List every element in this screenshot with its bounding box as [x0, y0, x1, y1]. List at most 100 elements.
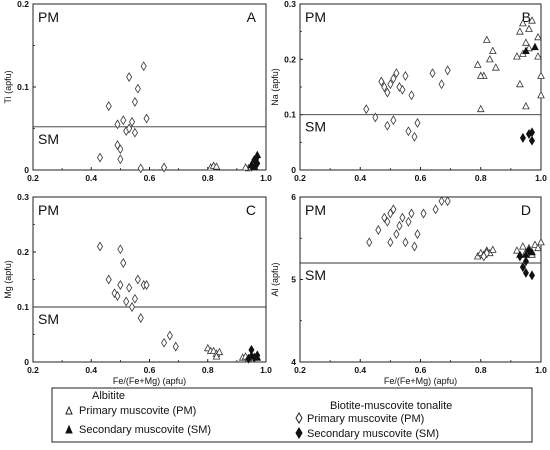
legend-item-tonalite-sm: Secondary muscovite (SM) — [295, 427, 439, 440]
data-point — [381, 82, 388, 92]
data-point — [516, 251, 523, 262]
chart-panel-c: 0.2 0.4 0.6 0.8 1.0 0 0.1 0.2 0.3 PM SM C Mg (apfu) F… — [3, 192, 272, 386]
chart-panel-b: 0.2 0.4 0.6 0.8 1.0 0 0.1 0.2 0.3 PM SM B Na (apfu) — [270, 0, 547, 183]
data-point — [212, 162, 221, 170]
data-point — [96, 152, 103, 163]
data-point — [393, 68, 400, 79]
y-axis-label: Al (apfu) — [270, 262, 280, 296]
data-point — [438, 79, 445, 90]
data-point — [129, 116, 136, 127]
y-tick-label: 0.1 — [17, 302, 29, 312]
x-tick-label: 1.0 — [535, 365, 547, 375]
data-point — [254, 151, 261, 162]
x-tick-label: 0.4 — [85, 173, 97, 183]
data-point — [528, 127, 535, 138]
data-point — [519, 18, 527, 27]
data-point — [534, 52, 542, 60]
data-point — [480, 251, 487, 262]
data-point — [378, 76, 385, 87]
panel-label: C — [246, 202, 256, 218]
y-tick-label: 0 — [291, 165, 296, 175]
data-point — [96, 241, 103, 252]
x-tick-label: 0.6 — [415, 173, 427, 183]
data-point — [534, 32, 542, 41]
y-axis-label: Mg (apfu) — [3, 260, 13, 299]
data-point — [117, 154, 124, 165]
filled-diamond-icon — [295, 427, 303, 439]
data-point — [429, 68, 436, 79]
y-tick-label: 0.2 — [17, 247, 29, 257]
legend-label-albitite-sm: Secondary muscovite (SM) — [79, 424, 211, 436]
data-point — [525, 245, 532, 256]
y-tick-label: 6 — [291, 192, 296, 202]
series-filled-diamond — [248, 151, 261, 171]
data-point — [114, 119, 121, 130]
data-point — [528, 16, 536, 24]
legend-box — [51, 387, 533, 443]
data-point — [117, 244, 124, 255]
x-tick-label: 0.6 — [144, 173, 156, 183]
y-tick-label: 0.2 — [284, 54, 296, 64]
series-open-diamond — [363, 65, 451, 142]
data-point — [384, 216, 391, 227]
y-axis-label: Ti (apfu) — [3, 70, 13, 103]
data-point — [140, 61, 147, 72]
series-filled-diamond — [516, 245, 535, 281]
legend-group-tonalite-title: Biotite-muscovite tonalite — [330, 400, 452, 412]
legend-item-albitite-sm: Secondary muscovite (SM) — [65, 424, 211, 436]
legend-label-tonalite-pm: Primary muscovite (PM) — [307, 413, 424, 425]
data-point — [513, 52, 521, 60]
region-label-pm: PM — [305, 9, 326, 25]
x-tick-label: 0.4 — [85, 365, 97, 375]
data-point — [390, 204, 397, 215]
data-point — [248, 160, 255, 171]
panel-label: B — [522, 9, 531, 25]
data-point — [531, 240, 539, 248]
data-point — [402, 71, 409, 81]
y-tick-label: 0.1 — [284, 110, 296, 120]
x-tick-label: 0.6 — [415, 365, 427, 375]
data-point — [143, 280, 150, 290]
series-open-triangle — [473, 238, 545, 260]
data-point — [134, 274, 141, 285]
x-tick-label: 0.4 — [354, 173, 366, 183]
data-point — [134, 83, 141, 94]
series-open-diamond — [96, 241, 179, 352]
data-point — [402, 237, 409, 248]
y-tick-label: 0 — [24, 357, 29, 367]
data-point — [161, 162, 168, 173]
data-point — [537, 71, 545, 79]
data-point — [537, 238, 545, 246]
data-point — [414, 229, 421, 240]
series-open-diamond — [366, 196, 490, 262]
data-point — [166, 330, 173, 341]
data-point — [254, 158, 261, 169]
data-point — [476, 71, 485, 79]
open-triangle-icon — [65, 405, 73, 415]
x-tick-label: 0.8 — [202, 365, 214, 375]
data-point — [129, 302, 136, 312]
data-point — [366, 237, 373, 248]
data-point — [393, 229, 400, 240]
legend: Albitite Biotite-muscovite tonalite Prim… — [51, 387, 533, 443]
data-point — [137, 163, 144, 174]
data-point — [519, 262, 526, 273]
data-point — [372, 112, 379, 123]
data-point — [126, 123, 133, 134]
data-point — [143, 113, 150, 124]
legend-group-albitite-title: Albitite — [92, 390, 125, 402]
y-tick-label: 4 — [291, 357, 296, 367]
legend-label-albitite-pm: Primary muscovite (PM) — [79, 405, 196, 417]
data-point — [473, 60, 482, 68]
y-tick-label: 0.3 — [17, 192, 29, 202]
data-point — [528, 270, 535, 281]
x-tick-label: 0.2 — [294, 173, 306, 183]
data-point — [414, 118, 421, 128]
x-tick-label: 0.8 — [202, 173, 214, 183]
x-tick-label: 0.2 — [27, 173, 39, 183]
x-tick-label: 0.8 — [475, 365, 487, 375]
x-tick-label: 1.0 — [260, 365, 272, 375]
open-diamond-icon — [295, 412, 303, 424]
x-tick-label: 1.0 — [535, 173, 547, 183]
